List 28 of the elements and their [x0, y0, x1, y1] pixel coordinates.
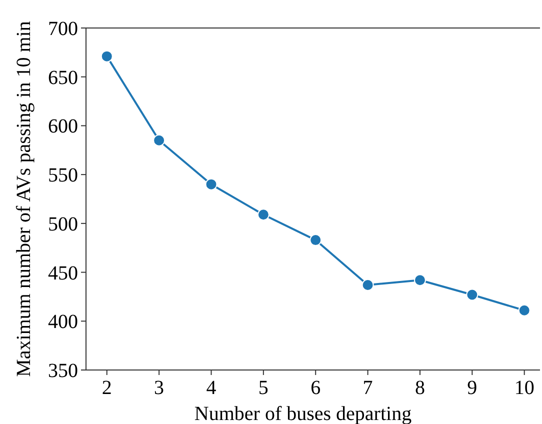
point — [205, 178, 218, 190]
point — [518, 304, 530, 316]
point — [310, 234, 322, 246]
x-tick-label: 3 — [154, 377, 164, 399]
y-tick-label: 450 — [48, 262, 78, 284]
point — [257, 208, 270, 221]
y-axis-title: Maximum number of AVs passing in 10 min — [13, 21, 35, 377]
x-tick-label: 8 — [414, 377, 425, 399]
point — [362, 278, 374, 291]
x-tick-label: 10 — [514, 377, 534, 399]
x-tick-label: 6 — [310, 377, 321, 399]
y-tick-label: 500 — [48, 213, 78, 236]
x-tick-label: 5 — [258, 377, 268, 399]
y-tick-label: 700 — [48, 18, 78, 40]
x-axis-title: Number of buses departing — [194, 403, 412, 424]
y-tick-label: 600 — [48, 116, 78, 138]
y-tick-label: 400 — [48, 311, 78, 334]
x-tick-label: 2 — [102, 377, 112, 399]
point — [466, 288, 478, 301]
point — [153, 134, 166, 146]
y-tick-label: 350 — [48, 360, 78, 382]
point — [100, 50, 113, 62]
x-tick-label: 9 — [467, 377, 478, 399]
x-tick-label: 4 — [206, 377, 216, 399]
y-tick-label: 550 — [48, 164, 78, 187]
y-tick-label: 650 — [48, 66, 78, 89]
x-tick-label: 7 — [362, 377, 373, 399]
point — [414, 274, 426, 286]
